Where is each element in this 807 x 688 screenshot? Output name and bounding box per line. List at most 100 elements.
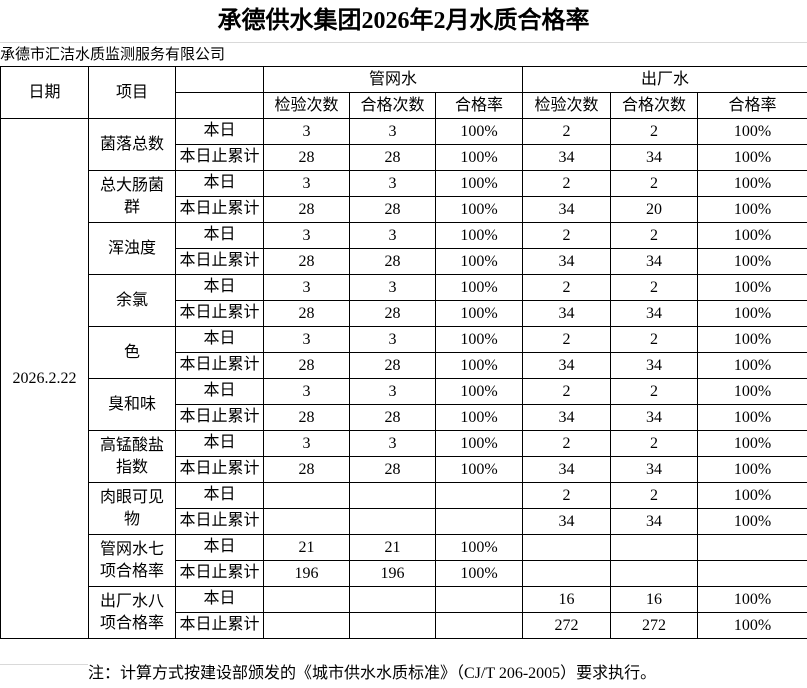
value-cell: 196 <box>263 560 350 587</box>
value-cell: 2 <box>522 378 611 405</box>
value-cell: 3 <box>349 118 436 145</box>
value-cell: 100% <box>697 326 807 353</box>
value-cell: 34 <box>522 352 611 379</box>
value-cell: 100% <box>435 326 523 353</box>
value-cell: 34 <box>610 404 698 431</box>
value-cell: 100% <box>435 170 523 197</box>
value-cell: 2 <box>610 326 698 353</box>
value-cell: 100% <box>697 196 807 223</box>
value-cell: 100% <box>697 118 807 145</box>
value-cell <box>610 560 698 587</box>
value-cell: 100% <box>697 222 807 249</box>
value-cell <box>522 560 611 587</box>
value-cell <box>522 534 611 561</box>
value-cell: 3 <box>263 170 350 197</box>
value-cell: 34 <box>522 456 611 483</box>
title: 承德供水集团2026年2月水质合格率 <box>0 0 807 43</box>
value-cell <box>435 586 523 613</box>
value-cell: 3 <box>349 430 436 457</box>
value-cell: 100% <box>697 508 807 535</box>
item: 余氯 <box>88 274 176 327</box>
value-cell <box>697 534 807 561</box>
value-cell: 28 <box>349 248 436 275</box>
period: 本日 <box>175 118 264 145</box>
value-cell: 2 <box>610 118 698 145</box>
value-cell: 3 <box>263 118 350 145</box>
value-cell <box>435 612 523 639</box>
value-cell: 21 <box>263 534 350 561</box>
value-cell <box>610 534 698 561</box>
column-header: 合格率 <box>435 92 523 119</box>
value-cell: 28 <box>263 404 350 431</box>
item: 出厂水八项合格率 <box>88 586 176 639</box>
period: 本日止累计 <box>175 352 264 379</box>
value-cell <box>349 586 436 613</box>
value-cell: 3 <box>349 378 436 405</box>
period: 本日止累计 <box>175 196 264 223</box>
value-cell: 272 <box>610 612 698 639</box>
period: 本日 <box>175 586 264 613</box>
value-cell: 3 <box>349 326 436 353</box>
value-cell: 28 <box>263 144 350 171</box>
value-cell: 3 <box>349 170 436 197</box>
column-header: 检验次数 <box>263 92 350 119</box>
date: 2026.2.22 <box>0 118 89 639</box>
period: 本日 <box>175 326 264 353</box>
header-date: 日期 <box>0 66 89 119</box>
value-cell: 100% <box>697 378 807 405</box>
value-cell: 100% <box>697 586 807 613</box>
value-cell: 100% <box>435 534 523 561</box>
value-cell: 100% <box>697 248 807 275</box>
period: 本日 <box>175 378 264 405</box>
value-cell: 272 <box>522 612 611 639</box>
header-blank <box>175 66 264 93</box>
value-cell: 100% <box>697 352 807 379</box>
value-cell: 34 <box>522 248 611 275</box>
period: 本日 <box>175 274 264 301</box>
column-header: 合格率 <box>697 92 807 119</box>
value-cell: 2 <box>522 326 611 353</box>
value-cell <box>349 612 436 639</box>
value-cell: 28 <box>263 456 350 483</box>
value-cell: 28 <box>263 196 350 223</box>
value-cell: 3 <box>263 326 350 353</box>
note: 注：计算方式按建设部颁发的《城市供水水质标准》（CJ/T 206-2005）要求… <box>88 660 807 688</box>
value-cell: 100% <box>435 378 523 405</box>
value-cell: 2 <box>522 222 611 249</box>
value-cell: 100% <box>435 430 523 457</box>
value-cell <box>263 586 350 613</box>
value-cell: 100% <box>435 144 523 171</box>
value-cell: 28 <box>349 404 436 431</box>
value-cell: 100% <box>697 274 807 301</box>
value-cell: 100% <box>435 274 523 301</box>
header-pipe: 管网水 <box>263 66 523 93</box>
value-cell <box>349 482 436 509</box>
value-cell <box>263 612 350 639</box>
value-cell: 28 <box>349 300 436 327</box>
value-cell: 2 <box>610 170 698 197</box>
value-cell: 2 <box>522 274 611 301</box>
value-cell: 2 <box>610 378 698 405</box>
value-cell: 3 <box>263 274 350 301</box>
period: 本日 <box>175 170 264 197</box>
value-cell <box>697 560 807 587</box>
value-cell: 100% <box>435 456 523 483</box>
period: 本日止累计 <box>175 612 264 639</box>
period: 本日止累计 <box>175 144 264 171</box>
value-cell: 2 <box>610 482 698 509</box>
value-cell: 2 <box>522 430 611 457</box>
value-cell: 100% <box>435 300 523 327</box>
value-cell <box>435 482 523 509</box>
value-cell: 28 <box>263 300 350 327</box>
value-cell: 3 <box>263 222 350 249</box>
item: 菌落总数 <box>88 118 176 171</box>
value-cell: 34 <box>522 508 611 535</box>
value-cell: 2 <box>610 274 698 301</box>
value-cell: 2 <box>522 482 611 509</box>
value-cell: 20 <box>610 196 698 223</box>
value-cell: 2 <box>522 170 611 197</box>
value-cell: 28 <box>263 248 350 275</box>
period: 本日止累计 <box>175 508 264 535</box>
value-cell: 21 <box>349 534 436 561</box>
